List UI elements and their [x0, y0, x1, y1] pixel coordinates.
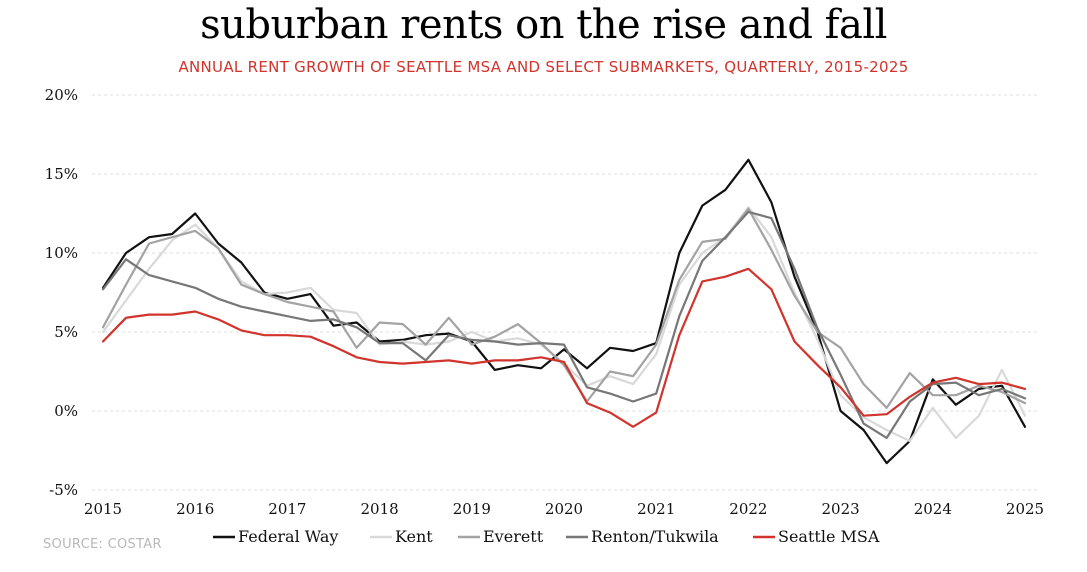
y-tick-label: 20% [45, 86, 78, 104]
x-tick-label: 2015 [84, 500, 122, 518]
x-tick-label: 2021 [637, 500, 675, 518]
series-lines [101, 158, 1027, 465]
x-tick-label: 2017 [268, 500, 306, 518]
y-tick-label: 0% [54, 402, 78, 420]
legend-label-everett: Everett [483, 527, 544, 546]
x-tick-label: 2025 [1006, 500, 1044, 518]
x-tick-label: 2019 [453, 500, 491, 518]
y-tick-label: 10% [45, 244, 78, 262]
x-tick-label: 2023 [822, 500, 860, 518]
source-note: SOURCE: COSTAR [43, 537, 162, 552]
legend-label-federal-way: Federal Way [238, 527, 338, 546]
series-line-seattle-msa [101, 267, 1027, 428]
x-tick-label: 2016 [176, 500, 214, 518]
y-tick-label: 5% [54, 323, 78, 341]
series-line-everett [101, 207, 1027, 409]
series-line-federal-way [101, 158, 1027, 465]
x-axis-ticks: 2015 2016 2017 2018 2019 2020 2021 2022 2023 2024… [84, 500, 1044, 518]
y-axis-ticks: 20% 15% 10% 5% 0% -5% [45, 86, 78, 499]
series-line-renton-tukwila [101, 210, 1027, 439]
x-tick-label: 2024 [914, 500, 952, 518]
chart-subtitle: ANNUAL RENT GROWTH OF SEATTLE MSA AND SE… [178, 58, 909, 76]
x-tick-label: 2022 [729, 500, 767, 518]
grid-lines [92, 94, 1038, 491]
y-tick-label: 15% [45, 165, 78, 183]
y-tick-label: -5% [49, 481, 78, 499]
legend-label-renton-tukwila: Renton/Tukwila [591, 527, 719, 546]
legend: Federal Way Kent Everett Renton/Tukwila Seat… [213, 527, 880, 546]
legend-label-kent: Kent [395, 527, 433, 546]
chart-title: suburban rents on the rise and fall [200, 2, 887, 48]
x-tick-label: 2018 [361, 500, 399, 518]
legend-label-seattle-msa: Seattle MSA [778, 527, 880, 546]
x-tick-label: 2020 [545, 500, 583, 518]
